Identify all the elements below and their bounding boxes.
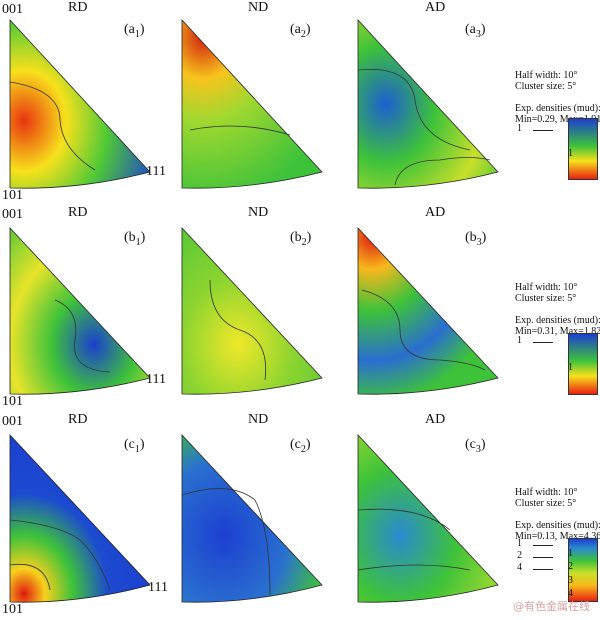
corner-101-row3: 101 bbox=[2, 602, 23, 617]
legend-level-1: 1 bbox=[517, 335, 522, 346]
color-scale-b bbox=[568, 333, 598, 395]
contour-a2 bbox=[189, 125, 291, 136]
panel-label-c2: (c2) bbox=[290, 437, 311, 455]
corner-101-row2: 101 bbox=[2, 394, 23, 409]
legend-level-1: 1 bbox=[517, 123, 522, 134]
legend-cluster-size: Cluster size: 5° bbox=[515, 81, 577, 92]
ipf-triangle-a1 bbox=[9, 18, 151, 189]
column-header-nd: ND bbox=[248, 0, 269, 15]
column-header-ad-row3: AD bbox=[425, 412, 446, 427]
panel-label-c1: (c1) bbox=[124, 437, 145, 455]
legend-half-width: Half width: 10° bbox=[515, 282, 578, 293]
column-header-ad: AD bbox=[425, 0, 446, 15]
color-scale-c bbox=[568, 538, 598, 602]
legend-densities-title: Exp. densities (mud): bbox=[515, 520, 600, 531]
panel-label-c3: (c3) bbox=[465, 437, 486, 455]
ipf-triangle-b1 bbox=[9, 226, 151, 395]
ipf-triangle-b3 bbox=[357, 226, 499, 395]
contour-a3 bbox=[357, 68, 471, 151]
ipf-triangle-c3 bbox=[357, 433, 499, 603]
column-header-rd: RD bbox=[68, 0, 88, 15]
legend-contour-line-2 bbox=[533, 557, 553, 558]
legend-half-width: Half width: 10° bbox=[515, 487, 578, 498]
corner-001-row3: 001 bbox=[2, 414, 23, 429]
contour-b2 bbox=[209, 279, 267, 381]
scale-tick-3: 3 bbox=[568, 575, 573, 586]
contour-b3 bbox=[361, 289, 486, 371]
contour-c3 bbox=[357, 508, 451, 531]
scale-tick-1: 1 bbox=[568, 548, 573, 559]
legend-contour-line-4 bbox=[533, 569, 553, 570]
panel-label-a1: (a1) bbox=[124, 22, 145, 40]
contour-c1 bbox=[9, 519, 111, 591]
scale-tick-4: 4 bbox=[568, 588, 573, 599]
scale-tick-2: 2 bbox=[568, 561, 573, 572]
scale-tick-1: 1 bbox=[568, 362, 573, 373]
corner-101-row1: 101 bbox=[2, 188, 23, 203]
ipf-triangle-a2 bbox=[181, 18, 323, 189]
panel-label-a2: (a2) bbox=[290, 22, 311, 40]
legend-cluster-size: Cluster size: 5° bbox=[515, 293, 577, 304]
ipf-triangle-c2 bbox=[181, 433, 323, 603]
legend-contour-line bbox=[533, 130, 553, 131]
legend-contour-line bbox=[533, 342, 553, 343]
legend-range: Min=0.13, Max=4.36 bbox=[515, 531, 600, 542]
legend-range: Min=0.29, Max=1.91 bbox=[515, 114, 600, 125]
column-header-rd-row2: RD bbox=[68, 205, 88, 220]
column-header-nd-row2: ND bbox=[248, 205, 269, 220]
column-header-rd-row3: RD bbox=[68, 412, 88, 427]
legend-densities-title: Exp. densities (mud): bbox=[515, 103, 600, 114]
column-header-nd-row3: ND bbox=[248, 412, 269, 427]
panel-label-a3: (a3) bbox=[465, 22, 486, 40]
corner-111-row2: 111 bbox=[146, 372, 166, 387]
panel-label-b2: (b2) bbox=[290, 230, 312, 248]
corner-111-row3: 111 bbox=[148, 580, 168, 595]
contour-a3-2 bbox=[394, 157, 491, 186]
color-scale-a bbox=[568, 118, 598, 180]
corner-001-row2: 001 bbox=[2, 207, 23, 222]
contour-c2 bbox=[181, 488, 271, 596]
ipf-triangle-b2 bbox=[181, 226, 323, 395]
legend-row-c: Half width: 10° Cluster size: 5° Exp. de… bbox=[515, 487, 600, 542]
scale-tick-1: 1 bbox=[568, 148, 573, 159]
legend-level-1: 1 bbox=[517, 538, 522, 549]
legend-level-2: 2 bbox=[517, 550, 522, 561]
contour-a1 bbox=[9, 81, 96, 171]
panel-label-b3: (b3) bbox=[465, 230, 487, 248]
contour-c1-2 bbox=[9, 563, 51, 591]
legend-cluster-size: Cluster size: 5° bbox=[515, 498, 577, 509]
legend-densities-title: Exp. densities (mud): bbox=[515, 315, 600, 326]
legend-half-width: Half width: 10° bbox=[515, 70, 578, 81]
ipf-triangle-a3 bbox=[357, 18, 499, 189]
corner-111-row1: 111 bbox=[146, 164, 166, 179]
legend-row-a: Half width: 10° Cluster size: 5° Exp. de… bbox=[515, 70, 600, 125]
column-header-ad-row2: AD bbox=[425, 205, 446, 220]
watermark: @有色金属在线 bbox=[513, 600, 590, 613]
panel-label-b1: (b1) bbox=[124, 230, 146, 248]
legend-row-b: Half width: 10° Cluster size: 5° Exp. de… bbox=[515, 282, 600, 337]
corner-001-row1: 001 bbox=[2, 2, 23, 17]
legend-level-4: 4 bbox=[517, 562, 522, 573]
ipf-triangle-c1 bbox=[9, 433, 151, 603]
legend-range: Min=0.31, Max=1.82 bbox=[515, 326, 600, 337]
contour-b1 bbox=[54, 299, 111, 373]
contour-c3-2 bbox=[357, 564, 471, 571]
legend-contour-line-1 bbox=[533, 545, 553, 546]
